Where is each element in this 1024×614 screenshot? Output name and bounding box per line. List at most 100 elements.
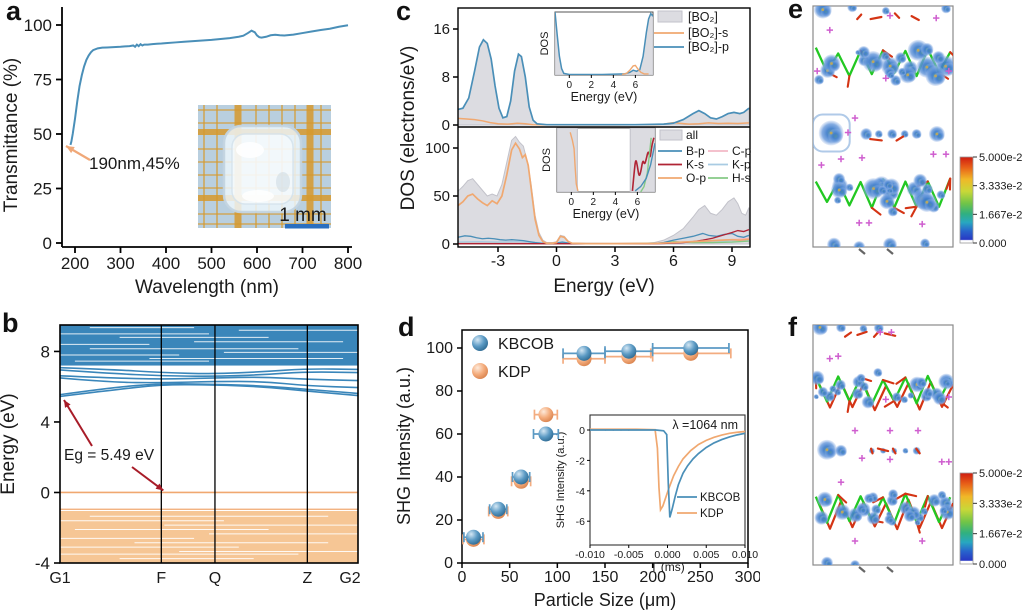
colorbar-tick: 0.000 [979,238,1007,250]
colorbar-tick: 5.000e-2 [979,468,1022,480]
a-ytick: 0 [43,234,52,253]
colorbar-tick: 1.667e-2 [979,529,1022,541]
d-inset-ytick: -2 [576,455,585,467]
a-xtick: 400 [152,254,180,273]
d-inset: 0 -2 -4 -6 -0.010 -0.005 0.000 0.005 0.010 T (ms)… [555,414,758,574]
d-ytick: 20 [435,512,453,529]
d-ytick: 40 [435,469,453,486]
d-inset-kdp [590,428,746,513]
b-kpoint: Z [302,570,312,587]
colorbar-tick: 3.333e-2 [979,181,1022,193]
dos-line-Op [457,141,750,245]
c-top-ytick: 0 [442,117,450,134]
data-point-KBCOB [576,345,592,361]
c-ylabel: DOS (electrons/eV) [398,46,419,211]
legend-bo2-s: [BO₂]-s [688,26,728,40]
panel-d: 0 50 100 150 200 250 300 0 20 40 60 80 100 Particle S… [390,300,760,614]
d-xtick: 250 [687,569,714,586]
crystal-photo: 1 mm [198,105,331,229]
conduction-band [60,369,358,378]
colorbar-tick: 0.000 [979,559,1007,571]
d-inset-legend-kbcob: KBCOB [700,492,741,504]
a-ylabel: Transmittance (%) [1,58,22,213]
panel-a-label: a [6,0,22,26]
colorbar-tick: 3.333e-2 [979,498,1022,510]
legend-H-s: H-s [732,171,751,185]
data-point-KDP [538,407,554,423]
map-content [813,325,953,565]
d-inset-xtick: 0.000 [654,549,680,561]
data-point-KBCOB [513,469,529,485]
c-bot-inset-xlabel: Energy (eV) [573,207,640,221]
d-inset-kbcob [590,429,746,518]
d-ytick: 60 [435,426,453,443]
colorbar-tick: 1.667e-2 [979,209,1022,221]
a-ytick: 75 [33,71,52,90]
d-ytick: 0 [444,555,453,572]
conduction-band [60,377,358,389]
c-top-inset-xtick: 6 [633,80,639,91]
c-xlabel: Energy (eV) [553,276,654,297]
c-bot-ytick: 100 [425,140,450,157]
d-xtick: 300 [735,569,760,586]
c-bot-inset-xtick: 4 [613,197,619,208]
panel-e: 5.000e-2 3.333e-2 1.667e-2 0.000 [760,0,1024,300]
b-ylabel: Energy (eV) [0,393,19,494]
panel-b: -4 0 4 8 G1 F Q Z G2 Energy (eV) Eg = 5.49 eV [0,300,390,614]
b-annotation: Eg = 5.49 eV [63,399,164,492]
shg-scatter-chart: 0 50 100 150 200 250 300 0 20 40 60 80 100 Particle S… [394,329,760,610]
conduction-band [60,374,358,382]
panel-a: 0 25 50 75 100 200 300 400 500 600 700 800 Wavelengt… [0,0,390,300]
dos-line-Bp [457,232,750,245]
d-xtick: 50 [501,569,519,586]
c-top-ytick: 8 [442,69,450,86]
data-point-KBCOB [683,340,699,356]
band-structure-chart: -4 0 4 8 G1 F Q Z G2 Energy (eV) Eg = 5.49 eV [0,324,361,587]
d-inset-ytick: -4 [576,486,585,498]
data-point-KBCOB [621,343,637,359]
crystal [222,124,303,214]
d-inset-ytick: -6 [576,516,585,528]
axes-a: 0 25 50 75 100 200 300 400 500 600 700 800 [24,7,362,273]
axes-c: 0 8 16 0 50 100 -3 0 3 6 9 [425,7,751,270]
d-xlabel: Particle Size (μm) [534,590,676,610]
a-annotation: 190nm,45% [65,145,180,173]
density-map-f: 5.000e-2 3.333e-2 1.667e-2 0.000 [812,324,1022,573]
panel-e-label: e [788,0,804,24]
d-legend-kdp: KDP [498,364,531,381]
c-xtick: 9 [728,253,737,270]
a-xtick: 300 [106,254,134,273]
d-inset-xlabel: T (ms) [650,560,684,574]
legend-bo2: [BO₂] [688,10,718,24]
map-content [813,6,953,247]
legend-K-s: K-s [686,158,704,172]
c-top-inset-xlabel: Energy (eV) [571,90,638,104]
c-xtick: -3 [491,253,505,270]
c-xtick: 6 [669,253,678,270]
b-ytick: 8 [41,342,50,361]
density-map-e: 5.000e-2 3.333e-2 1.667e-2 0.000 [812,5,1022,255]
b-kpoint: Q [209,570,221,587]
valence-block [60,510,358,563]
bo2-p-line [457,38,750,126]
b-ytick: -4 [35,554,50,573]
legend-B-p: B-p [686,144,705,158]
dos-chart: 0 8 16 0 50 100 -3 0 3 6 9 Energy (eV) DOS (electron… [398,7,752,297]
d-inset-ytick: 0 [579,425,585,437]
d-inset-annotation: λ =1064 nm [672,418,738,432]
legend-C-p: C-p [732,144,752,158]
bandgap-text: Eg = 5.49 eV [64,447,155,464]
data-point-KBCOB [538,426,554,442]
d-ylabel: SHG Intensity (a.u.) [394,367,414,525]
data-point-KBCOB [490,501,506,517]
d-inset-legend-kdp: KDP [700,508,724,520]
a-xlabel: Wavelength (nm) [135,277,279,298]
axes-d: 0 50 100 150 200 250 300 0 20 40 60 80 100 [426,329,760,586]
map-box [812,324,954,566]
panel-f-label: f [788,312,797,342]
c-bot-inset-ylabel: DOS [541,148,553,172]
c-bot-ytick: 0 [442,236,450,253]
legend-bo2-p: [BO₂]-p [688,40,729,54]
